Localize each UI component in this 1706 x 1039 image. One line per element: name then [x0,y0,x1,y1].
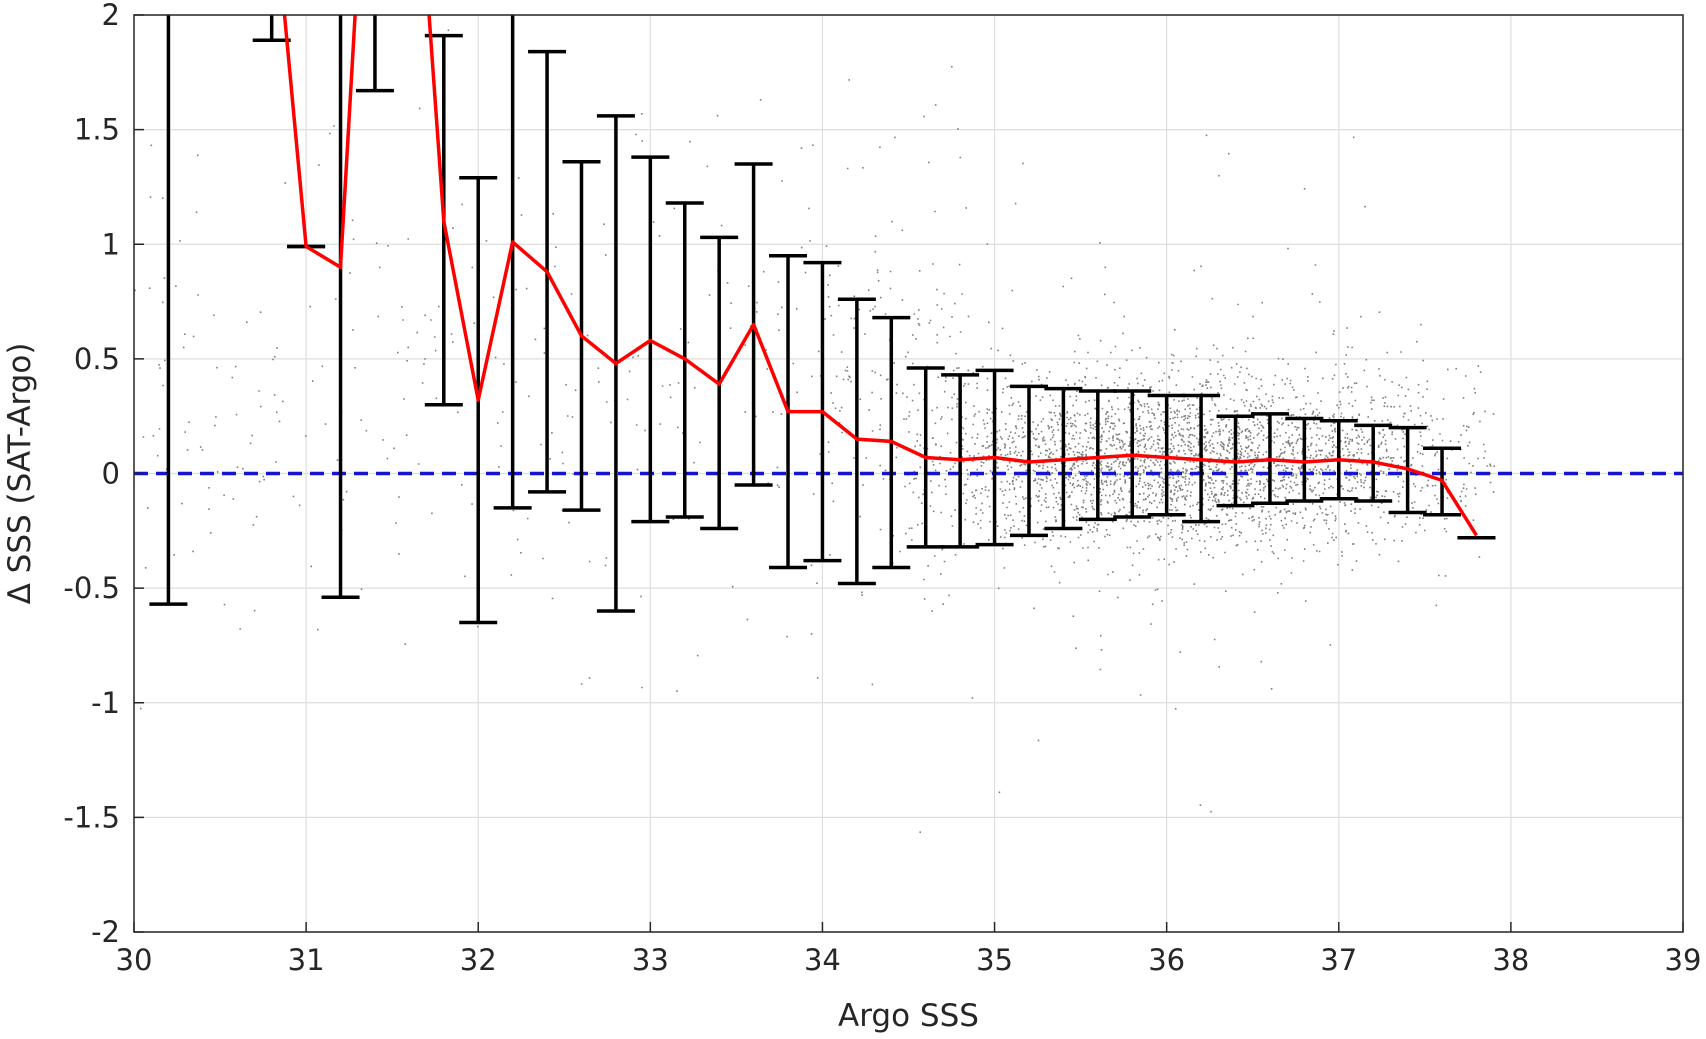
mean-line-path [282,15,1478,537]
y-tick-label: 1 [102,227,120,261]
y-tick-label: 0 [102,457,120,491]
x-tick-label: 34 [804,943,841,977]
x-tick-label: 33 [632,943,669,977]
scatter-points [134,29,1496,833]
y-tick-label: 1.5 [74,113,120,147]
y-tick-label: -2 [91,915,120,949]
error-bar [252,15,291,42]
scatter-dots [134,29,1496,833]
x-tick-label: 38 [1492,943,1529,977]
x-tick-label: 31 [288,943,325,977]
error-bar [837,297,876,586]
x-tick-label: 32 [460,943,497,977]
y-axis-ticks: -2 -1.5 -1 -0.5 0 0.5 1 1.5 2 [63,0,144,949]
error-bar [1285,416,1324,503]
y-tick-label: -1 [91,686,120,720]
x-tick-label: 36 [1148,943,1185,977]
y-tick-label: 2 [102,0,120,32]
mean-line [282,15,1478,537]
x-tick-label: 37 [1320,943,1357,977]
y-tick-label: -1.5 [63,800,120,834]
x-tick-label: 35 [976,943,1013,977]
error-bar [149,15,188,606]
x-tick-label: 39 [1665,943,1702,977]
y-tick-label: 0.5 [74,342,120,376]
error-bar [355,15,394,93]
error-bar [1147,393,1186,517]
x-tick-label: 30 [116,943,153,977]
error-bar [493,15,532,510]
y-tick-label: -0.5 [63,571,120,605]
x-axis-label: Argo SSS [838,998,979,1034]
x-axis-ticks: 30 31 32 33 34 35 36 37 38 39 [116,922,1702,977]
error-bar [1078,389,1117,522]
y-axis-label: Δ SSS (SAT-Argo) [2,343,38,605]
